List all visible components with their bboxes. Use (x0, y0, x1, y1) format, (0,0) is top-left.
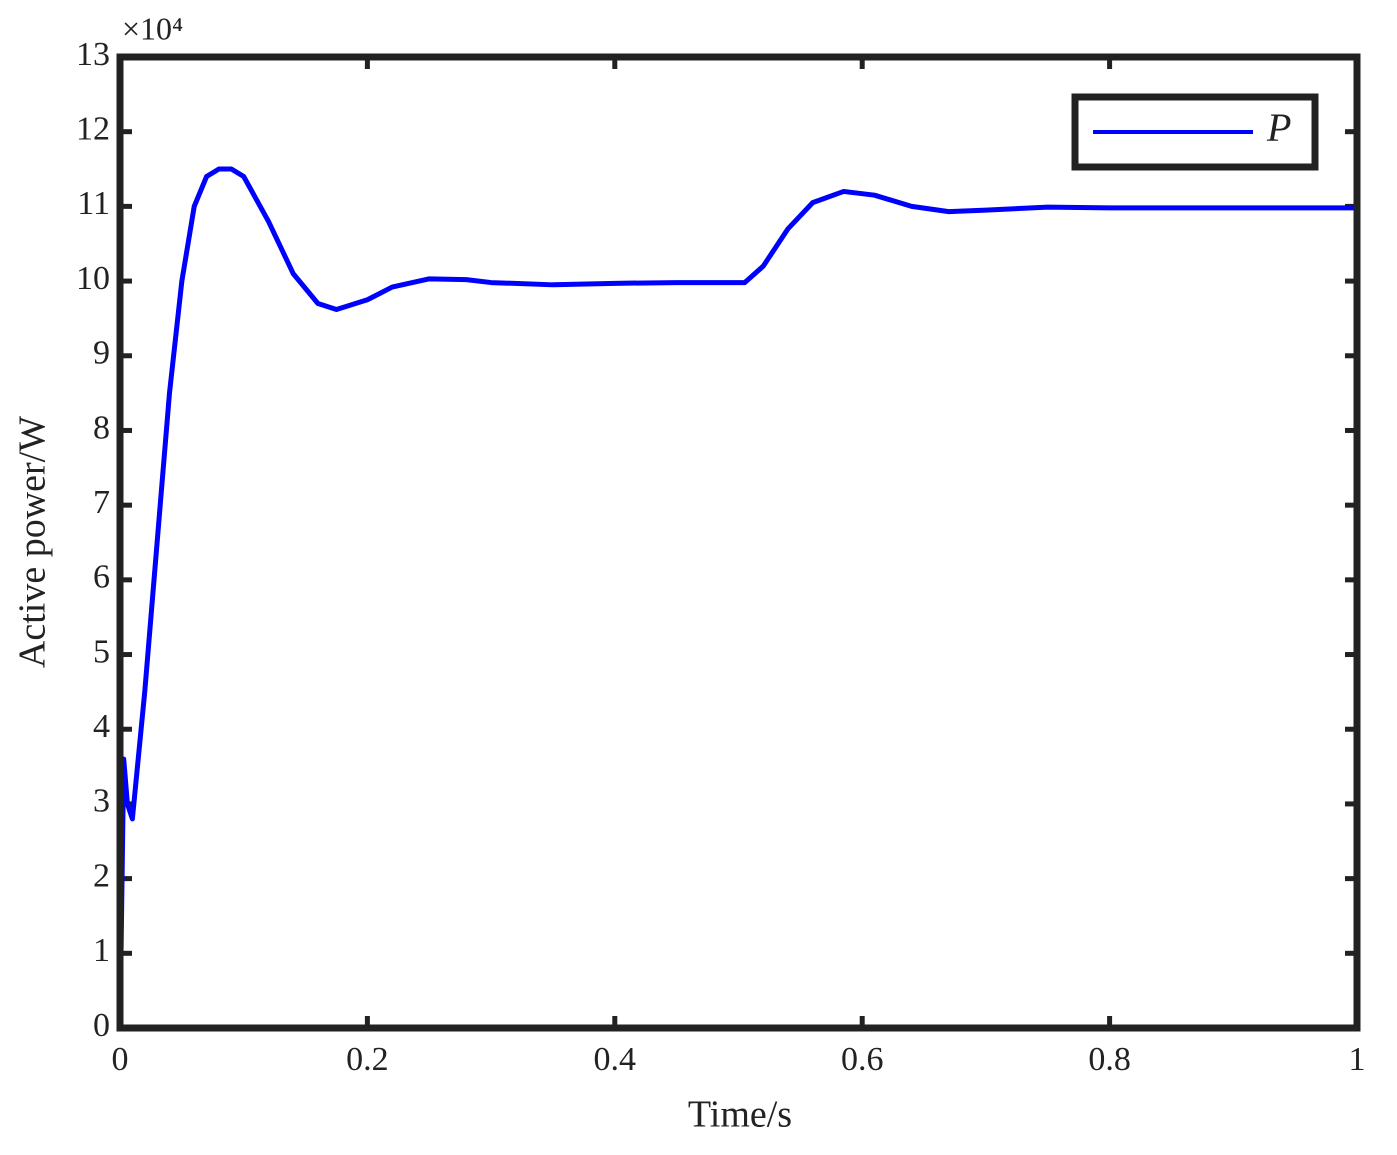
y-tick-label: 2 (93, 857, 110, 894)
y-tick-label: 9 (93, 335, 110, 372)
x-tick-label: 0.2 (346, 1041, 389, 1078)
data-line (117, 166, 1357, 1029)
legend-label: P (1266, 105, 1291, 150)
x-tick-label: 1 (1349, 1041, 1366, 1078)
y-tick-label: 11 (77, 185, 110, 222)
plot-frame (116, 53, 1361, 1032)
y-tick-label: 7 (93, 484, 110, 521)
y-tick-label: 3 (93, 783, 110, 820)
y-tick-label: 6 (93, 559, 110, 596)
y-tick-label: 13 (76, 36, 110, 73)
x-axis-label: Time/s (688, 1094, 792, 1136)
y-tick-label: 12 (76, 110, 110, 147)
y-tick-label: 8 (93, 409, 110, 446)
y-multiplier: ×10⁴ (122, 10, 183, 46)
y-tick-label: 0 (93, 1007, 110, 1044)
y-tick-label: 4 (93, 708, 110, 745)
y-tick-label: 1 (93, 932, 110, 969)
y-axis-label: Active power/W (12, 416, 54, 668)
x-tick-label: 0.4 (594, 1041, 637, 1078)
x-tick-label: 0.6 (841, 1041, 884, 1078)
y-tick-label: 5 (93, 633, 110, 670)
y-tick-label: 10 (76, 260, 110, 297)
x-tick-label: 0.8 (1088, 1041, 1131, 1078)
x-tick-label: 0 (112, 1041, 129, 1078)
